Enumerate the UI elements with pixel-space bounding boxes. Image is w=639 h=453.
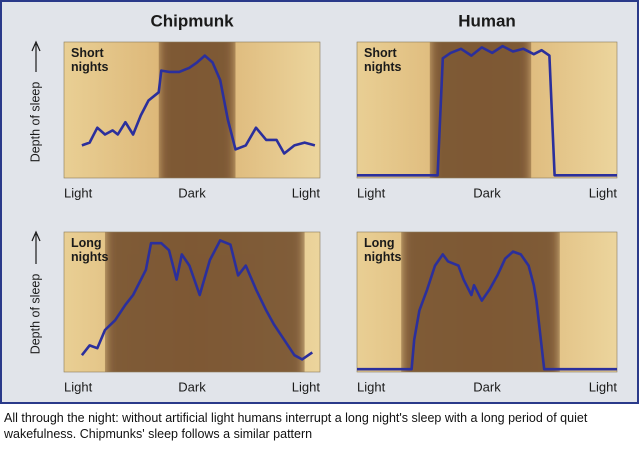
sleep-line xyxy=(80,239,314,361)
x-tick-label: Dark xyxy=(178,379,206,394)
panel-label: Short nights xyxy=(364,46,402,74)
panel-border xyxy=(356,231,618,373)
column-title: Human xyxy=(458,11,516,30)
night-band xyxy=(105,232,305,372)
x-tick-label: Dark xyxy=(473,379,501,394)
night-group xyxy=(159,42,236,178)
caption: All through the night: without artificia… xyxy=(4,411,588,441)
sleep-line xyxy=(357,250,617,371)
panel-border xyxy=(63,41,321,179)
x-tick-label: Dark xyxy=(178,185,206,200)
panel-border xyxy=(356,41,618,179)
panel-label: Long nights xyxy=(364,236,402,264)
x-tick-label: Light xyxy=(64,379,93,394)
x-tick-label: Light xyxy=(357,185,386,200)
night-group xyxy=(430,42,531,178)
panel-label: Short nights xyxy=(71,46,109,74)
night-group xyxy=(105,232,305,372)
column-title: Chipmunk xyxy=(150,11,234,30)
panel-label: Long nights xyxy=(71,236,109,264)
night-band xyxy=(430,42,531,178)
sleep-line xyxy=(357,44,617,177)
night-band xyxy=(159,42,236,178)
panel-border xyxy=(63,231,321,373)
y-arrow-head xyxy=(31,230,41,242)
x-tick-label: Light xyxy=(64,185,93,200)
x-tick-label: Light xyxy=(292,379,321,394)
y-axis-label: Depth of sleep xyxy=(28,274,42,355)
x-tick-label: Light xyxy=(589,379,618,394)
x-tick-label: Light xyxy=(589,185,618,200)
night-group xyxy=(401,232,560,372)
sleep-line xyxy=(81,54,316,155)
x-tick-label: Light xyxy=(357,379,386,394)
night-band xyxy=(401,232,560,372)
y-arrow-head xyxy=(31,40,41,52)
y-axis-label: Depth of sleep xyxy=(28,82,42,163)
x-tick-label: Dark xyxy=(473,185,501,200)
figure: Chipmunk Short nights Depth of sleep Light Da… xyxy=(0,0,639,404)
x-tick-label: Light xyxy=(292,185,321,200)
